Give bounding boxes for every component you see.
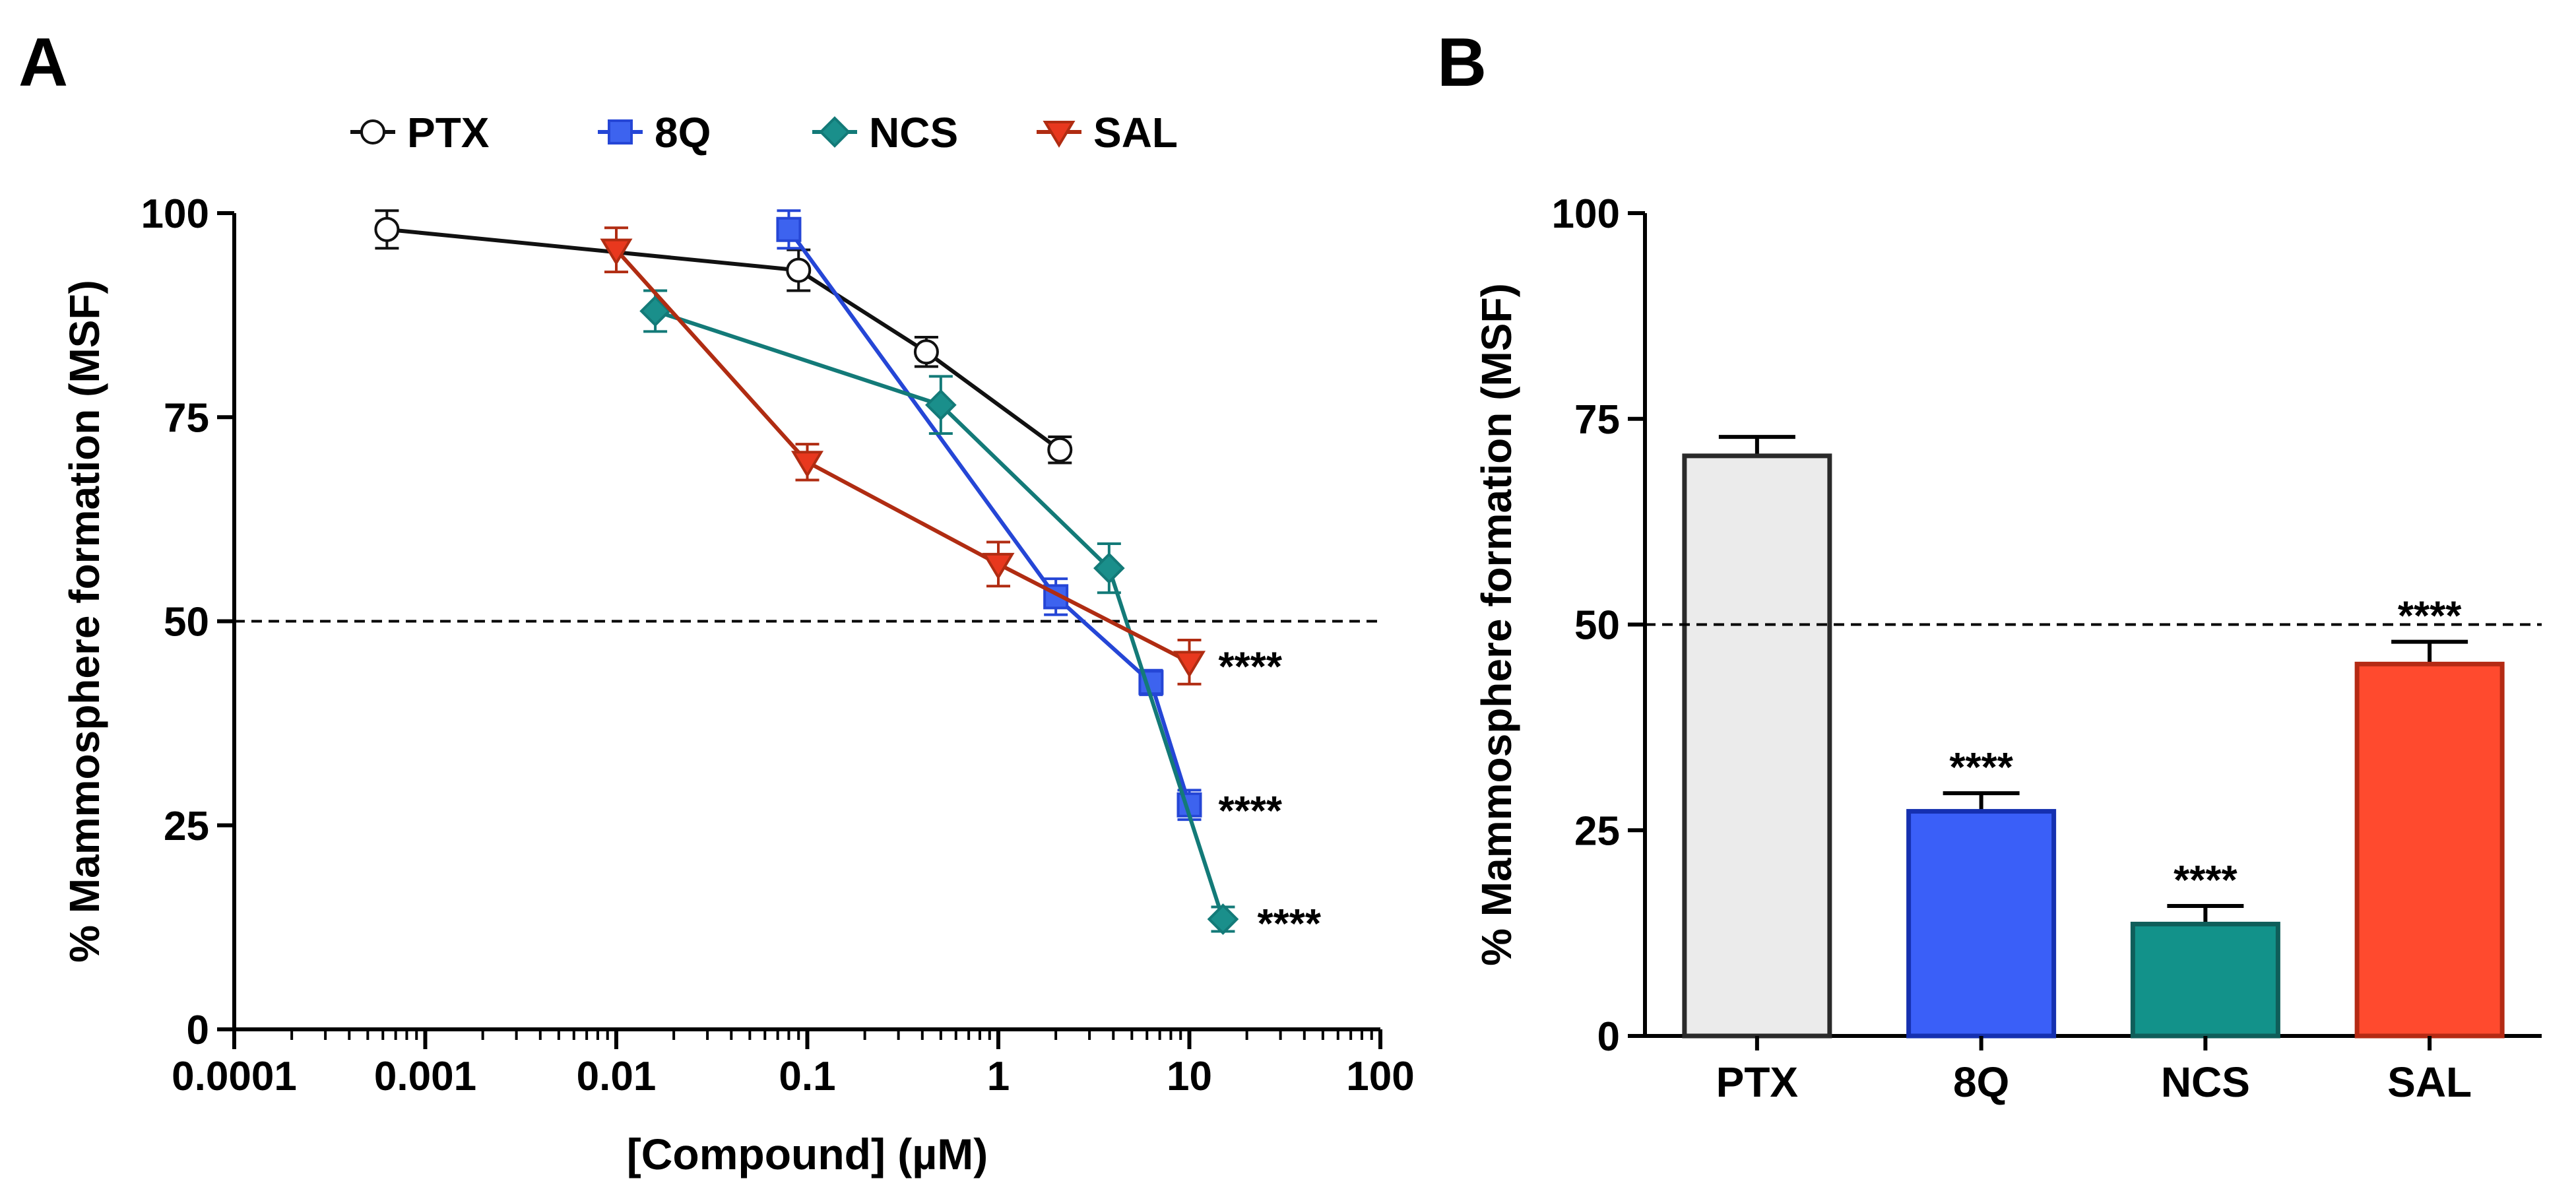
y-tick-label: 25: [1574, 808, 1620, 854]
x-tick-label: SAL: [2387, 1058, 2472, 1106]
x-tick-label: 0.0001: [172, 1054, 297, 1099]
significance-label: ****: [2398, 594, 2462, 639]
bar: [2354, 661, 2505, 1039]
x-axis-title: [Compound] (µM): [627, 1130, 988, 1178]
significance-label: ****: [1257, 901, 1321, 947]
x-tick-label: 0.001: [374, 1054, 476, 1099]
y-tick-label: 0: [187, 1008, 209, 1053]
y-axis-title: % Mammosphere formation (MSF): [1473, 283, 1520, 966]
x-tick-label: 10: [1167, 1054, 1212, 1099]
bar-group-ncs: NCS ****: [2130, 858, 2280, 1106]
legend-marker: [819, 116, 851, 148]
x-tick-label: 100: [1346, 1054, 1414, 1099]
significance-label: ****: [1219, 644, 1283, 690]
data-point: [1173, 651, 1206, 678]
significance-label: ****: [1219, 789, 1283, 834]
bar-group-8q: 8Q ****: [1906, 745, 2057, 1106]
series-line: [655, 309, 1225, 920]
data-point: [790, 451, 824, 478]
bar-group-ptx: PTX: [1682, 435, 1832, 1106]
significance-label: ****: [2174, 858, 2238, 903]
data-point: [600, 238, 633, 266]
series-line: [387, 227, 1062, 452]
y-tick-label: 50: [1574, 603, 1620, 649]
series-ptx: [374, 209, 1073, 465]
series-sal: [600, 226, 1206, 686]
bar: [2130, 921, 2280, 1039]
series-8q: [776, 209, 1202, 822]
legend-label: NCS: [869, 109, 958, 156]
x-tick-label: 0.01: [577, 1054, 657, 1099]
x-tick-label: 8Q: [1953, 1058, 2009, 1106]
y-tick-label: 25: [164, 804, 209, 849]
panel-b-letter: B: [1437, 24, 1487, 101]
data-point: [925, 389, 957, 421]
data-point: [786, 257, 812, 283]
legend-marker: [608, 119, 633, 145]
data-point: [374, 216, 400, 242]
bar-group-sal: SAL ****: [2354, 594, 2505, 1106]
x-tick-label: NCS: [2161, 1058, 2250, 1106]
significance-label: ****: [1949, 745, 2013, 790]
series-line: [787, 228, 1192, 806]
panel-a-line-chart: A 0 25 50 75 100 0.0001 0.001 0.01 0.1 1 10 100 [Comp…: [18, 24, 1415, 1178]
legend-label: 8Q: [655, 109, 711, 156]
series-line: [614, 248, 1190, 664]
y-tick-label: 100: [141, 191, 209, 237]
data-point: [1093, 552, 1125, 584]
y-tick-label: 75: [1574, 397, 1620, 443]
data-point: [1207, 903, 1239, 935]
bar: [1682, 453, 1832, 1039]
legend-label: PTX: [407, 109, 490, 156]
data-point: [776, 216, 802, 242]
legend-item-8q: 8Q: [598, 109, 711, 156]
legend-label: SAL: [1093, 109, 1178, 156]
legend-marker: [1043, 121, 1076, 148]
legend-item-ncs: NCS: [812, 109, 958, 156]
y-tick-label: 75: [164, 395, 209, 441]
panel-b-bar-chart: B 0 25 50 75 100 % Mammosphere formation (MSF)…: [1437, 24, 2542, 1106]
x-tick-label: 0.1: [779, 1054, 835, 1099]
data-point: [1047, 437, 1073, 463]
legend-marker: [360, 119, 385, 145]
y-tick-label: 50: [164, 600, 209, 645]
y-axis-title: % Mammosphere formation (MSF): [61, 280, 108, 963]
y-tick-label: 100: [1552, 191, 1620, 237]
y-tick-label: 0: [1597, 1014, 1620, 1060]
panel-a-letter: A: [18, 24, 68, 101]
data-point: [982, 552, 1015, 580]
data-point: [913, 339, 939, 365]
series-ncs: [639, 289, 1239, 935]
legend-item-ptx: PTX: [350, 109, 490, 156]
legend-item-sal: SAL: [1037, 109, 1178, 156]
data-point: [639, 295, 671, 327]
x-tick-label: PTX: [1716, 1058, 1799, 1106]
bar: [1906, 809, 2057, 1039]
x-tick-label: 1: [987, 1054, 1010, 1099]
